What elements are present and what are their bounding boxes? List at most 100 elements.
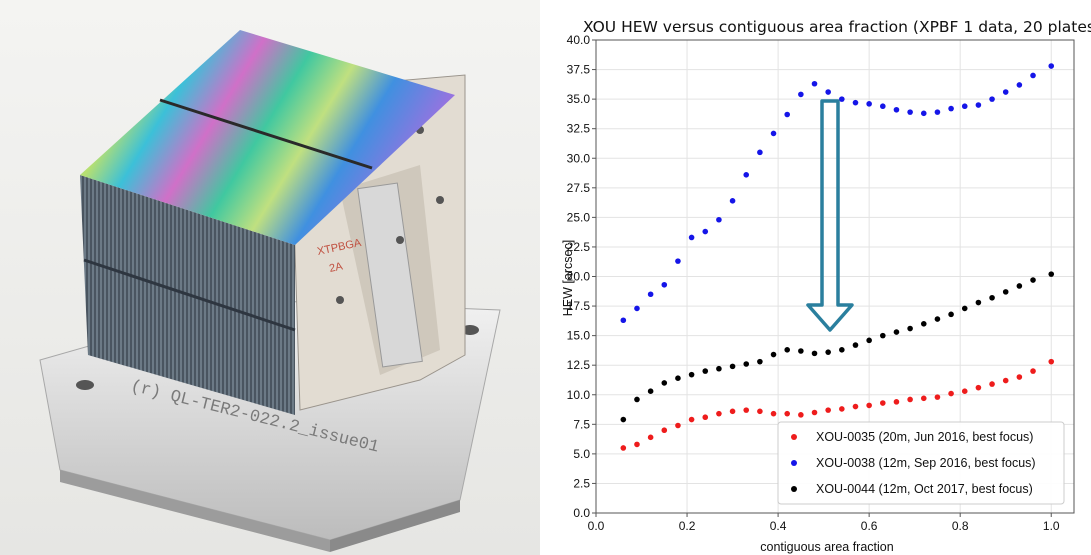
data-point-series-0 bbox=[893, 399, 900, 405]
data-point-series-0 bbox=[907, 396, 913, 403]
data-point-series-2 bbox=[784, 347, 790, 353]
data-point-series-1 bbox=[702, 228, 709, 235]
data-point-series-1 bbox=[852, 99, 859, 106]
data-point-series-0 bbox=[866, 402, 872, 409]
hew-chart: XOU HEW versus contiguous area fraction … bbox=[540, 0, 1091, 555]
y-tick-label: 12.5 bbox=[567, 358, 591, 372]
legend-label-xou-0044: XOU-0044 (12m, Oct 2017, best focus) bbox=[816, 482, 1033, 496]
data-point-series-1 bbox=[798, 91, 804, 98]
y-tick-label: 5.0 bbox=[573, 447, 590, 461]
bracket-label-2: 2A bbox=[328, 260, 344, 275]
y-tick-label: 32.5 bbox=[567, 122, 591, 136]
data-point-series-0 bbox=[811, 409, 818, 416]
data-point-series-2 bbox=[798, 348, 804, 354]
data-point-series-0 bbox=[975, 384, 982, 391]
data-point-series-0 bbox=[852, 403, 859, 410]
data-point-series-2 bbox=[620, 416, 627, 423]
data-point-series-1 bbox=[675, 258, 681, 264]
down-arrow-icon bbox=[806, 99, 854, 332]
data-point-series-2 bbox=[866, 337, 872, 344]
data-point-series-0 bbox=[743, 407, 750, 413]
y-tick-label: 22.5 bbox=[567, 240, 591, 254]
data-point-series-2 bbox=[661, 380, 668, 386]
data-point-series-1 bbox=[757, 149, 763, 156]
legend-marker-xou-0038 bbox=[791, 460, 797, 466]
data-point-series-2 bbox=[675, 375, 681, 381]
data-point-series-1 bbox=[770, 130, 777, 137]
data-point-series-1 bbox=[784, 111, 790, 118]
data-point-series-2 bbox=[702, 368, 709, 374]
data-point-series-2 bbox=[920, 321, 927, 327]
y-tick-label: 20.0 bbox=[567, 270, 591, 284]
data-point-series-0 bbox=[948, 390, 954, 397]
data-point-series-2 bbox=[1030, 277, 1036, 283]
y-axis-label: HEW [arcsec] bbox=[561, 240, 575, 316]
x-tick-label: 1.0 bbox=[1043, 519, 1060, 533]
y-tick-label: 35.0 bbox=[567, 92, 591, 106]
legend: XOU-0035 (20m, Jun 2016, best focus) XOU… bbox=[777, 421, 1065, 505]
x-tick-label: 0.8 bbox=[952, 519, 969, 533]
data-point-series-0 bbox=[839, 406, 845, 412]
data-points bbox=[620, 63, 1055, 451]
data-point-series-1 bbox=[893, 106, 900, 113]
data-point-series-0 bbox=[880, 400, 886, 406]
data-point-series-0 bbox=[634, 441, 640, 448]
data-point-series-2 bbox=[634, 396, 640, 403]
data-point-series-0 bbox=[934, 394, 941, 400]
data-point-series-2 bbox=[893, 329, 900, 335]
y-tick-label: 25.0 bbox=[567, 210, 591, 224]
data-point-series-1 bbox=[1030, 72, 1036, 79]
data-point-series-1 bbox=[839, 96, 845, 102]
data-point-series-2 bbox=[975, 299, 982, 306]
legend-marker-xou-0035 bbox=[791, 434, 797, 440]
data-point-series-2 bbox=[1002, 289, 1009, 295]
x-tick-label: 0.2 bbox=[679, 519, 696, 533]
x-tick-label: 0.4 bbox=[770, 519, 787, 533]
data-point-series-0 bbox=[770, 410, 777, 417]
data-point-series-0 bbox=[961, 388, 968, 395]
data-point-series-2 bbox=[839, 347, 845, 353]
data-point-series-2 bbox=[811, 350, 818, 357]
data-point-series-2 bbox=[757, 358, 763, 365]
data-point-series-0 bbox=[661, 427, 668, 434]
data-point-series-1 bbox=[661, 281, 668, 288]
data-point-series-2 bbox=[729, 363, 736, 370]
data-point-series-1 bbox=[743, 172, 750, 178]
data-point-series-0 bbox=[729, 408, 736, 415]
data-point-series-2 bbox=[948, 311, 954, 318]
data-point-series-0 bbox=[688, 416, 695, 423]
data-point-series-2 bbox=[880, 332, 886, 339]
data-point-series-1 bbox=[716, 216, 722, 223]
data-point-series-1 bbox=[647, 291, 654, 298]
data-point-series-0 bbox=[647, 434, 654, 441]
data-point-series-1 bbox=[620, 317, 627, 324]
data-point-series-2 bbox=[934, 316, 941, 322]
y-tick-label: 40.0 bbox=[567, 33, 591, 47]
chart-title: XOU HEW versus contiguous area fraction … bbox=[583, 18, 1091, 36]
data-point-series-2 bbox=[1048, 271, 1055, 277]
y-tick-label: 17.5 bbox=[567, 299, 591, 313]
data-point-series-1 bbox=[825, 89, 831, 95]
data-point-series-0 bbox=[716, 410, 722, 417]
data-point-series-0 bbox=[784, 410, 790, 417]
y-tick-label: 7.5 bbox=[573, 417, 590, 431]
data-point-series-1 bbox=[811, 80, 818, 87]
data-point-series-1 bbox=[729, 198, 736, 204]
data-point-series-0 bbox=[702, 414, 709, 421]
data-point-series-0 bbox=[675, 422, 681, 429]
data-point-series-2 bbox=[825, 349, 831, 355]
data-point-series-2 bbox=[716, 365, 722, 372]
legend-marker-xou-0044 bbox=[791, 486, 797, 492]
y-tick-label: 10.0 bbox=[567, 388, 591, 402]
data-point-series-1 bbox=[880, 103, 886, 110]
data-point-series-1 bbox=[1002, 89, 1009, 95]
legend-label-xou-0038: XOU-0038 (12m, Sep 2016, best focus) bbox=[816, 456, 1036, 470]
y-tick-label: 27.5 bbox=[567, 181, 591, 195]
data-point-series-2 bbox=[961, 305, 968, 312]
data-point-series-2 bbox=[647, 388, 654, 395]
data-point-series-0 bbox=[1016, 374, 1023, 380]
data-point-series-2 bbox=[770, 351, 777, 358]
data-point-series-0 bbox=[825, 407, 831, 413]
data-point-series-1 bbox=[866, 101, 872, 107]
y-tick-label: 30.0 bbox=[567, 151, 591, 165]
